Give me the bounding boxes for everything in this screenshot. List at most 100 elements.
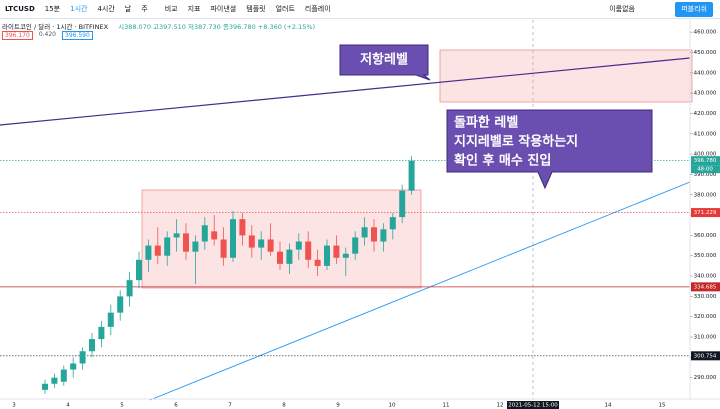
layout-name[interactable]: 이룸없음 (609, 5, 635, 13)
candle-body (51, 377, 58, 384)
candle-body (267, 239, 274, 252)
spread: 0.420 (38, 31, 56, 38)
countdown: 48:00 (697, 167, 713, 173)
x-tick-label: 9 (336, 403, 340, 409)
x-tick-label: 14 (605, 403, 612, 409)
title: 라이트코인 / 달러 · 1시간 · BITFINEX (2, 23, 109, 31)
candle-body (183, 233, 189, 252)
tool[interactable]: 얼러트 (275, 5, 295, 13)
candle-body (145, 245, 152, 260)
price-label-box (691, 351, 720, 361)
candle-body (333, 245, 340, 258)
x-tick-label: 6 (174, 403, 178, 409)
x-tick-label: 4 (66, 403, 70, 409)
candle-body (173, 233, 180, 238)
candle-body (79, 351, 86, 364)
y-tick-label: 400.000 (694, 152, 717, 158)
tool[interactable]: 리플레이 (304, 5, 331, 13)
candle-body (136, 259, 142, 281)
y-tick-label: 320.000 (694, 314, 717, 320)
bid[interactable]: 396.170 (2, 31, 33, 40)
resistance-trendline (0, 57, 691, 126)
y-tick-label: 290.000 (694, 375, 717, 381)
interval[interactable]: 1시간 (70, 5, 88, 13)
candle-body (248, 235, 255, 248)
interval[interactable]: 날 (124, 5, 132, 13)
y-tick-label: 350.000 (694, 253, 717, 259)
symbol[interactable]: LTCUSD (5, 5, 35, 13)
x-tick-label: 5 (120, 403, 124, 409)
candle-body (295, 241, 302, 250)
candle-body (352, 237, 359, 254)
countdown-box (691, 165, 720, 174)
y-tick-label: 420.000 (694, 111, 717, 117)
annotation: 지지레벨로 작용하는지 (454, 134, 578, 150)
y-tick-label: 330.000 (694, 294, 717, 300)
x-tick-label: 11 (443, 403, 450, 409)
candle-body (164, 237, 171, 256)
y-tick-label: 430.000 (694, 91, 717, 97)
interval[interactable]: 4시간 (97, 5, 115, 13)
candle-body (89, 339, 95, 352)
candle-body (342, 253, 349, 258)
x-tick-label: 8 (282, 403, 286, 409)
x-tick-label: 2021-05-12 15:00 (508, 403, 558, 409)
candle-body (70, 363, 77, 370)
candle-body (154, 245, 161, 256)
annotation: 확인 후 매수 진입 (454, 153, 551, 169)
tool[interactable]: 지표 (187, 5, 201, 13)
tool[interactable]: 비교 (164, 5, 178, 13)
candle-body (239, 219, 246, 236)
candle-body (305, 241, 312, 260)
price-label: 396.780 (694, 158, 717, 164)
candle-body (201, 225, 208, 242)
annotation: 저항레벨 (360, 52, 408, 68)
price-label: 371.229 (694, 210, 717, 216)
y-tick-label: 440.000 (694, 70, 717, 76)
candle-body (380, 229, 387, 242)
candle-body (211, 231, 218, 240)
x-tick-label: 12 (497, 403, 504, 409)
tool[interactable]: 템플릿 (246, 5, 266, 13)
candle-body (42, 383, 48, 390)
x-tick-label: 15 (659, 403, 666, 409)
annotation: 돌파한 레벨 (454, 115, 518, 131)
x-tick-label: 7 (228, 403, 232, 409)
annotation-box (339, 44, 431, 81)
candle-body (371, 227, 377, 242)
y-tick-label: 360.000 (694, 233, 717, 239)
annotation-box (446, 109, 653, 190)
candle-body (107, 312, 114, 327)
x-tick-label: 3 (12, 403, 16, 409)
candle-body (408, 160, 415, 191)
candle-body (126, 280, 133, 297)
toolbar: LTCUSD 15분 1시간 4시간 날 주 비교 지표 파이낸셜 템플릿 얼러… (0, 0, 720, 19)
ask[interactable]: 396.590 (62, 31, 93, 40)
y-tick-label: 390.000 (694, 172, 717, 178)
candle-body (117, 296, 124, 313)
x-tick-label: 10 (389, 403, 396, 409)
price-label: 334.685 (694, 284, 717, 290)
price-label-box (691, 156, 720, 166)
y-tick-label: 310.000 (694, 335, 717, 341)
candle-body (324, 245, 330, 266)
y-tick-label: 340.000 (694, 274, 717, 280)
interval[interactable]: 주 (141, 5, 148, 13)
y-tick-label: 450.000 (694, 50, 717, 56)
ohlc: 시388.070 고397.510 저387.730 종396.780 +8.3… (118, 23, 316, 31)
candle-body (220, 239, 227, 258)
price-label-box (691, 282, 720, 292)
y-tick-label: 380.000 (694, 192, 717, 198)
candle-body (192, 241, 199, 252)
publish-button[interactable]: 퍼블리쉬 (675, 2, 713, 17)
legend: 라이트코인 / 달러 · 1시간 · BITFINEX 시388.070 고397… (2, 21, 315, 31)
tool[interactable]: 파이낸셜 (210, 5, 237, 13)
interval[interactable]: 15분 (44, 5, 61, 13)
candle-body (286, 249, 293, 264)
crosshair-time-box (507, 401, 559, 409)
candle-body (98, 326, 105, 340)
y-tick-label: 410.000 (694, 131, 717, 137)
resistance-zone (439, 49, 693, 103)
